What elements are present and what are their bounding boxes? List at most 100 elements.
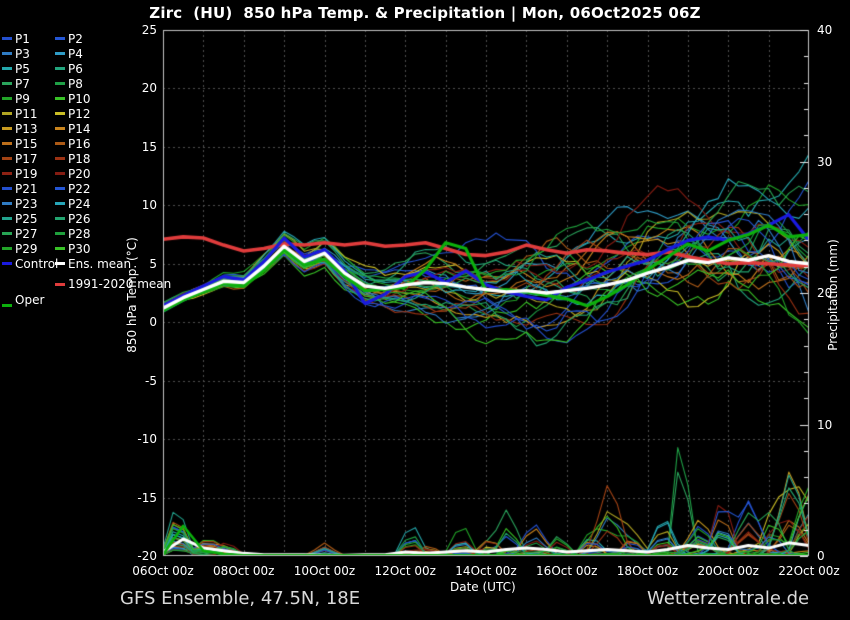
legend-label: P19 (15, 166, 38, 181)
legend-item-p22: P22 (55, 182, 158, 196)
legend-label: P25 (15, 211, 38, 226)
legend-line-swatch (55, 112, 65, 115)
legend-label: P5 (15, 61, 30, 76)
legend-item-p8: P8 (55, 77, 158, 91)
legend-item-p3: P3 (2, 47, 55, 61)
legend-label: P18 (68, 151, 91, 166)
legend-item-1991-2020-mean: 1991-2020 mean (55, 277, 172, 309)
legend-row: P11 P12 (2, 106, 160, 121)
legend-row: P15 P16 (2, 136, 160, 151)
legend-item-p27: P27 (2, 227, 55, 241)
legend-line-swatch (55, 52, 65, 55)
legend-line-swatch (2, 127, 12, 130)
legend-item-p29: P29 (2, 242, 55, 256)
legend-line-swatch (2, 187, 12, 190)
legend-line-swatch (2, 172, 12, 175)
left-axis-tick-label: -15 (137, 490, 157, 505)
legend-item-p6: P6 (55, 62, 158, 76)
legend-item-p7: P7 (2, 77, 55, 91)
legend-row: P9 P10 (2, 91, 160, 106)
legend-item-p28: P28 (55, 227, 158, 241)
legend-item-p19: P19 (2, 167, 55, 181)
legend-line-swatch (55, 217, 65, 220)
legend-label: P3 (15, 46, 30, 61)
legend-item-p2: P2 (55, 32, 158, 46)
legend-item-p18: P18 (55, 152, 158, 166)
legend-item-p14: P14 (55, 122, 158, 136)
right-axis-tick-label: 40 (817, 23, 833, 37)
legend-item-p4: P4 (55, 47, 158, 61)
legend-label: P28 (68, 226, 91, 241)
legend-label: P10 (68, 91, 91, 106)
legend-line-swatch (2, 247, 12, 250)
left-axis-tick-label: 25 (141, 23, 157, 37)
legend-label: P30 (68, 241, 91, 256)
legend-label: P4 (68, 46, 83, 61)
legend-item-p23: P23 (2, 197, 55, 211)
x-axis-tick-label: 10Oct 00z (293, 564, 356, 578)
legend-row: Control Ens. mean (2, 256, 160, 271)
legend-item-p26: P26 (55, 212, 158, 226)
legend-item-oper: Oper (2, 277, 55, 309)
legend-row: P21 P22 (2, 181, 160, 196)
legend-line-swatch (55, 187, 65, 190)
legend-label: P24 (68, 196, 91, 211)
legend-item-control: Control (2, 257, 58, 271)
legend-label: P16 (68, 136, 91, 151)
x-axis-tick-label: 18Oct 00z (616, 564, 679, 578)
legend-label: P9 (15, 91, 30, 106)
legend-line-swatch (55, 172, 65, 175)
footer-model-info: GFS Ensemble, 47.5N, 18E (120, 588, 361, 609)
legend-label: P20 (68, 166, 91, 181)
left-axis-tick-label: 5 (149, 256, 157, 271)
left-axis-tick-label: -10 (137, 432, 157, 447)
legend-item-p25: P25 (2, 212, 55, 226)
legend-row: P17 P18 (2, 151, 160, 166)
legend-label: Ens. mean (68, 256, 132, 271)
legend-line-swatch (2, 262, 12, 265)
legend-item-p24: P24 (55, 197, 158, 211)
legend-row: P3 P4 (2, 46, 160, 61)
legend-label: Oper (15, 293, 45, 307)
ensemble-legend: P1 P2 P3 P4 P5 P6 P7 P8 P9 P10 P11 P12 P13 P14 P15 P16 P… (2, 31, 172, 309)
legend-row: P7 P8 (2, 76, 160, 91)
legend-row: P13 P14 (2, 121, 160, 136)
legend-item-ens-mean: Ens. mean (55, 257, 158, 271)
legend-label: 1991-2020 mean (68, 277, 172, 291)
left-axis-tick-label: -5 (145, 373, 157, 388)
x-axis-tick-label: 12Oct 00z (374, 564, 436, 578)
legend-line-swatch (55, 97, 65, 100)
legend-label: P23 (15, 196, 38, 211)
legend-line-swatch (55, 127, 65, 130)
footer-site-name: Wetterzentrale.de (647, 588, 810, 609)
x-axis-tick-label: 08Oct 00z (213, 564, 275, 578)
legend-label: P27 (15, 226, 38, 241)
left-axis-tick-label: 0 (149, 315, 157, 330)
legend-line-swatch (55, 142, 65, 145)
legend-label: P12 (68, 106, 91, 121)
legend-line-swatch (55, 37, 65, 40)
legend-label: P7 (15, 76, 30, 91)
legend-row: P29 P30 (2, 241, 160, 256)
legend-label: P26 (68, 211, 91, 226)
x-axis-tick-label: 16Oct 00z (536, 564, 598, 578)
x-axis-tick-label: 14Oct 00z (455, 564, 517, 578)
x-axis-label: Date (UTC) (450, 580, 516, 594)
legend-line-swatch (2, 112, 12, 115)
legend-item-p13: P13 (2, 122, 55, 136)
right-axis-tick-label: 0 (817, 549, 825, 563)
legend-line-swatch (2, 217, 12, 220)
legend-line-swatch (55, 67, 65, 70)
legend-item-p1: P1 (2, 32, 55, 46)
legend-line-swatch (2, 97, 12, 100)
legend-label: P13 (15, 121, 38, 136)
left-axis-tick-label: 20 (141, 81, 157, 96)
legend-item-p20: P20 (55, 167, 158, 181)
legend-label: P22 (68, 181, 91, 196)
legend-item-p10: P10 (55, 92, 158, 106)
legend-label: P14 (68, 121, 91, 136)
legend-label: P2 (68, 31, 83, 46)
legend-item-p17: P17 (2, 152, 55, 166)
legend-row: P23 P24 (2, 196, 160, 211)
